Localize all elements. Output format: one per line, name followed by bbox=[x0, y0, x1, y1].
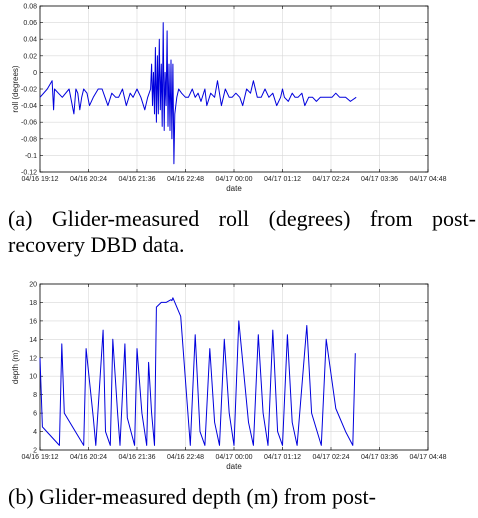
x-tick-label: 04/16 21:36 bbox=[119, 454, 156, 461]
y-axis-label: roll (degrees) bbox=[11, 65, 20, 112]
roll-chart: 0.08 0.06 0.04 0.02 0 -0.02 -0.04 -0.06 -0.08 -0.… bbox=[11, 4, 447, 194]
y-tick-label: 18 bbox=[29, 300, 37, 307]
x-tick-label: 04/16 22:48 bbox=[167, 454, 204, 461]
y-axis-label: depth (m) bbox=[11, 350, 20, 385]
y-tick-label: -0.1 bbox=[25, 153, 37, 160]
y-tick-label: 0 bbox=[33, 70, 37, 77]
y-tick-label: 0.02 bbox=[23, 53, 37, 60]
y-tick-label: -0.06 bbox=[21, 120, 37, 127]
x-tick-label: 04/17 01:12 bbox=[264, 454, 301, 461]
y-tick-label: 6 bbox=[33, 411, 37, 418]
series-line bbox=[39, 22, 357, 165]
x-tick-label: 04/16 22:48 bbox=[167, 176, 204, 183]
depth-figure: 20 18 16 14 12 10 8 6 4 2 04/16 19:12 04/16 20:24 04… bbox=[0, 278, 478, 478]
x-tick-label: 04/17 02:24 bbox=[313, 176, 350, 183]
x-tick-label: 04/17 00:00 bbox=[216, 454, 253, 461]
x-tick-label: 04/17 00:00 bbox=[216, 176, 253, 183]
y-tick-label: -0.04 bbox=[21, 103, 37, 110]
y-tick-label: 8 bbox=[33, 392, 37, 399]
x-tick-label: 04/17 03:36 bbox=[361, 454, 398, 461]
x-tick-label: 04/17 03:36 bbox=[361, 176, 398, 183]
y-tick-label: -0.02 bbox=[21, 87, 37, 94]
x-tick-label: 04/16 19:12 bbox=[22, 454, 59, 461]
x-axis-label: date bbox=[226, 184, 242, 193]
y-tick-label: 0.06 bbox=[23, 20, 37, 27]
y-tick-label: 2 bbox=[33, 448, 37, 455]
x-tick-label: 04/17 04:48 bbox=[410, 454, 447, 461]
x-tick-label: 04/17 02:24 bbox=[313, 454, 350, 461]
y-tick-label: 10 bbox=[29, 374, 37, 381]
y-tick-label: 20 bbox=[29, 282, 37, 289]
series-line bbox=[39, 297, 356, 446]
caption-a: (a) Glider-measured roll (degrees) from … bbox=[8, 206, 476, 257]
x-tick-label: 04/17 01:12 bbox=[264, 176, 301, 183]
y-tick-label: -0.12 bbox=[21, 170, 37, 177]
x-tick-label: 04/16 21:36 bbox=[119, 176, 156, 183]
x-tick-label: 04/16 19:12 bbox=[22, 176, 59, 183]
y-tick-label: 0.04 bbox=[23, 37, 37, 44]
roll-figure: 0.08 0.06 0.04 0.02 0 -0.02 -0.04 -0.06 -0.08 -0.… bbox=[0, 0, 478, 200]
y-tick-label: 4 bbox=[33, 429, 37, 436]
x-tick-label: 04/17 04:48 bbox=[410, 176, 447, 183]
depth-chart: 20 18 16 14 12 10 8 6 4 204/16 19:12 04/16 20:24 04… bbox=[11, 282, 447, 472]
x-tick-label: 04/16 20:24 bbox=[70, 454, 107, 461]
y-tick-label: 16 bbox=[29, 318, 37, 325]
x-axis-label: date bbox=[226, 462, 242, 471]
y-tick-label: 14 bbox=[29, 337, 37, 344]
y-tick-label: 12 bbox=[29, 355, 37, 362]
y-tick-label: -0.08 bbox=[21, 136, 37, 143]
x-tick-label: 04/16 20:24 bbox=[70, 176, 107, 183]
caption-b: (b) Glider-measured depth (m) from post- bbox=[8, 484, 376, 509]
y-tick-label: 0.08 bbox=[23, 4, 37, 11]
